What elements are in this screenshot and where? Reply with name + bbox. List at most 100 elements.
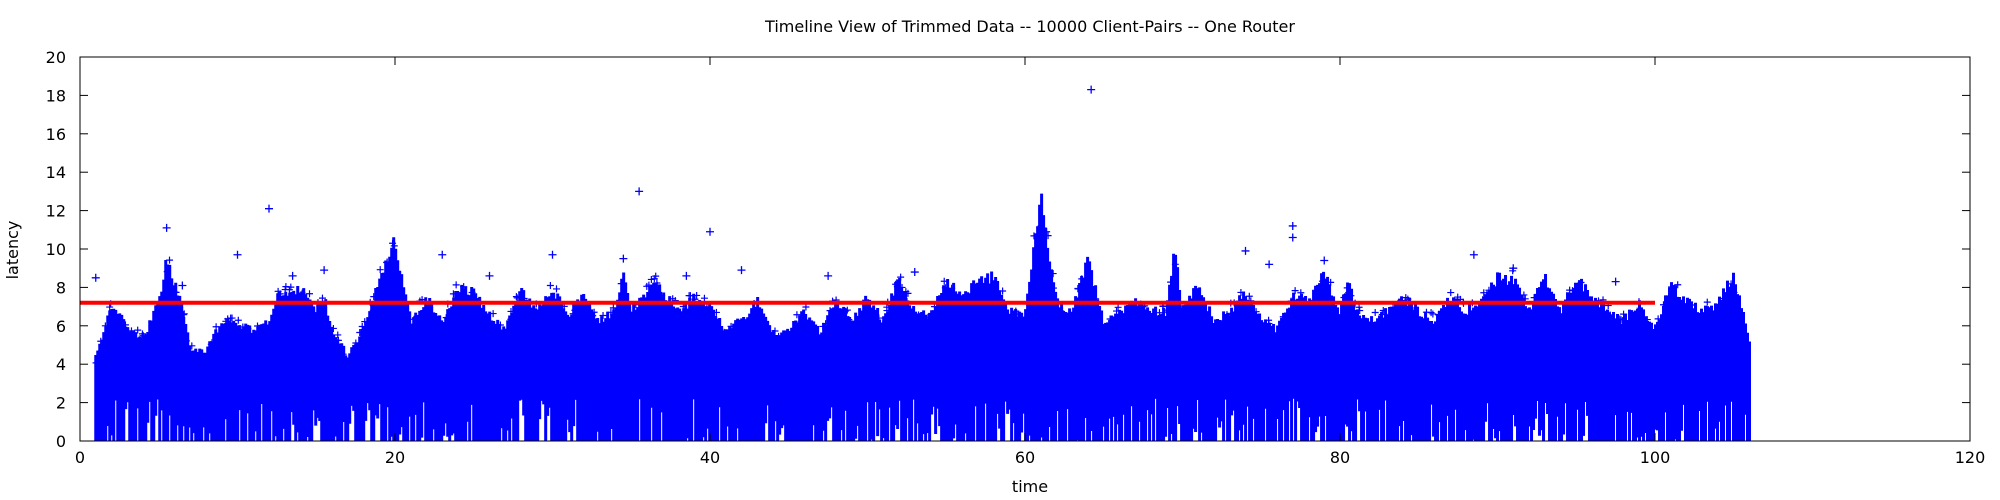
scatter-point [1269, 341, 1277, 349]
scatter-point [153, 310, 161, 318]
scatter-point [1623, 321, 1631, 329]
scatter-point [356, 345, 364, 353]
scatter-point [410, 315, 418, 323]
scatter-point [1281, 316, 1289, 324]
scatter-point [629, 315, 637, 323]
scatter-point [405, 342, 413, 350]
scatter-point [533, 341, 541, 349]
scatter-point [1040, 275, 1048, 283]
scatter-point [1343, 284, 1351, 292]
scatter-point [729, 353, 737, 361]
scatter-point [1171, 260, 1179, 268]
scatter-point [866, 312, 874, 320]
scatter-point [428, 324, 436, 332]
scatter-point [627, 322, 635, 330]
y-axis: 0 2 4 6 8 10 12 14 16 18 20 [46, 48, 1970, 451]
scatter-point [1655, 330, 1663, 338]
scatter-point [589, 312, 597, 320]
scatter-point [999, 287, 1007, 295]
scatter-point [836, 330, 844, 338]
scatter-point [127, 327, 135, 335]
scatter-point [1651, 340, 1659, 348]
scatter-point [480, 314, 488, 322]
scatter-point [1688, 301, 1696, 309]
scatter-point [1067, 335, 1075, 343]
y-tick-label: 4 [56, 355, 66, 374]
outlier-point [548, 250, 557, 259]
scatter-point [1462, 317, 1470, 325]
scatter-point [554, 313, 562, 321]
scatter-point [1294, 323, 1302, 331]
scatter-point [1366, 343, 1374, 351]
scatter-point [1178, 305, 1186, 313]
scatter-point [436, 343, 444, 351]
scatter-point [875, 314, 883, 322]
outlier-point [1611, 277, 1620, 286]
scatter-point [351, 352, 359, 360]
x-axis: 0 20 40 60 80 100 120 [75, 57, 1985, 467]
scatter-point [541, 328, 549, 336]
scatter-point [1327, 278, 1335, 286]
scatter-point [294, 319, 302, 327]
scatter-point [1435, 342, 1443, 350]
scatter-point [1485, 286, 1493, 294]
scatter-point [783, 348, 791, 356]
scatter-point [593, 337, 601, 345]
scatter-point [1085, 267, 1093, 275]
scatter-point [1308, 307, 1316, 315]
scatter-point [1001, 320, 1009, 328]
scatter-point [481, 319, 489, 327]
scatter-point [619, 304, 627, 312]
scatter-point [638, 305, 646, 313]
outlier-point [1087, 85, 1096, 94]
scatter-point [767, 351, 775, 359]
scatter-point [146, 346, 154, 354]
scatter-point [1176, 327, 1184, 335]
scatter-point [964, 314, 972, 322]
scatter-point [533, 315, 541, 323]
scatter-point [1600, 339, 1608, 347]
scatter-point [607, 308, 615, 316]
scatter-point [1567, 325, 1575, 333]
scatter-point [318, 313, 326, 321]
scatter-point [1697, 322, 1705, 330]
scatter-point [1554, 336, 1562, 344]
scatter-point [110, 331, 118, 339]
scatter-point [894, 319, 902, 327]
scatter-point [989, 316, 997, 324]
scatter-point [92, 359, 100, 367]
scatter-point [703, 324, 711, 332]
scatter-point [883, 307, 891, 315]
scatter-point [1385, 324, 1393, 332]
scatter-point [650, 275, 658, 283]
scatter-point [970, 320, 978, 328]
scatter-point [617, 280, 625, 288]
scatter-point [806, 320, 814, 328]
scatter-point [1558, 338, 1566, 346]
scatter-point [1724, 313, 1732, 321]
scatter-point [487, 333, 495, 341]
scatter-point [117, 324, 124, 332]
scatter-point [326, 339, 334, 347]
scatter-point [519, 329, 527, 337]
y-tick-label: 2 [56, 394, 66, 413]
scatter-point [191, 351, 199, 359]
scatter-point [507, 315, 515, 323]
scatter-point [149, 334, 157, 342]
scatter-point [289, 293, 297, 301]
outlier-point [635, 187, 644, 196]
scatter-point [520, 309, 528, 317]
scatter-point [1306, 321, 1314, 329]
scatter-point [261, 346, 269, 354]
scatter-point [1620, 348, 1628, 356]
scatter-point [337, 364, 345, 372]
scatter-point [1246, 309, 1254, 317]
scatter-point [437, 335, 445, 343]
scatter-point [1566, 286, 1574, 294]
scatter-point [224, 322, 232, 330]
scatter-point [1434, 331, 1442, 339]
scatter-point [1100, 343, 1108, 351]
scatter-point [361, 318, 369, 326]
x-tick-label: 60 [1015, 448, 1035, 467]
scatter-point [1490, 309, 1498, 317]
